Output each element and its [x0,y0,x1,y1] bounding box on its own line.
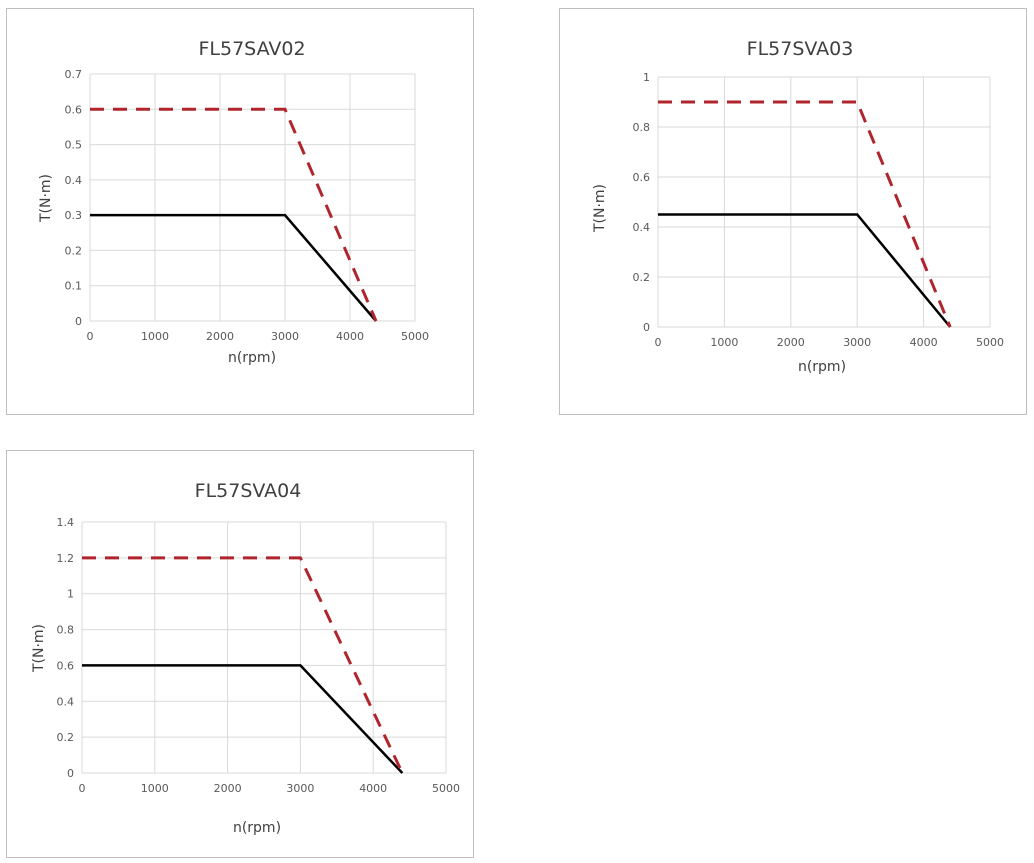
chart-3: 0 0.2 0.4 0.6 0.8 1 1.2 1.4 0 1000 2000 3000 4000 500… [31,480,460,836]
y-tick-label: 0.7 [65,68,83,81]
x-tick-label: 3000 [843,336,871,349]
series-line-solid-rated [658,213,952,328]
y-tick-label: 0.8 [633,121,651,134]
x-tick-label: 0 [79,782,86,795]
y-tick-label: 0 [67,767,74,780]
chart-title: FL57SVA04 [195,480,302,502]
y-axis-label: T(N·m) [31,624,47,673]
y-tick-label: 0.4 [65,174,83,187]
y-tick-label: 0.2 [633,271,651,284]
x-tick-label: 2000 [777,336,805,349]
x-axis-label: n(rpm) [233,820,281,836]
y-tick-label: 0 [643,321,650,334]
y-axis-label: T(N·m) [592,184,608,233]
y-axis-label: T(N·m) [38,174,54,223]
y-tick-label: 0.1 [65,280,83,293]
y-tick-label: 0.8 [57,624,75,637]
chart-title: FL57SAV02 [198,38,305,60]
y-tick-label: 0.4 [57,695,75,708]
x-tick-label: 5000 [401,330,429,343]
x-tick-label: 4000 [336,330,364,343]
x-tick-label: 2000 [214,782,242,795]
chart-title: FL57SVA03 [747,38,854,60]
y-tick-label: 0.2 [57,731,75,744]
chart-1: 0 0.1 0.2 0.3 0.4 0.5 0.6 0.7 0 1000 2000 3000 4000 5… [38,38,429,366]
x-tick-label: 3000 [271,330,299,343]
x-tick-label: 4000 [910,336,938,349]
series-line-solid-rated [90,213,377,322]
series-line-dashed-peak [82,556,404,774]
y-tick-label: 0.5 [65,139,83,152]
x-tick-label: 0 [655,336,662,349]
chart-frame-2 [559,8,1027,415]
y-tick-label: 1 [67,588,74,601]
x-tick-label: 4000 [359,782,387,795]
x-tick-label: 5000 [432,782,460,795]
chart-2: 0 0.2 0.4 0.6 0.8 1 0 1000 2000 3000 4000 5000 FL57S… [592,38,1004,375]
x-tick-label: 0 [87,330,94,343]
chart-frame-3 [6,450,474,858]
x-tick-label: 3000 [286,782,314,795]
y-tick-label: 0.6 [633,171,651,184]
y-tick-label: 0.6 [57,659,75,672]
y-tick-label: 0.6 [65,103,83,116]
x-tick-label: 1000 [710,336,738,349]
x-tick-label: 1000 [141,330,169,343]
x-tick-label: 2000 [206,330,234,343]
y-tick-label: 0 [75,315,82,328]
series-line-dashed-peak [90,107,378,322]
y-tick-label: 1.4 [57,516,75,529]
y-tick-label: 1.2 [57,552,75,565]
x-tick-label: 1000 [141,782,169,795]
x-axis-label: n(rpm) [798,359,846,375]
y-tick-label: 1 [643,71,650,84]
x-tick-label: 5000 [976,336,1004,349]
y-tick-label: 0.3 [65,209,83,222]
y-tick-label: 0.4 [633,221,651,234]
series-line-solid-rated [82,664,404,774]
chart-frame-1 [6,8,474,415]
x-axis-label: n(rpm) [228,350,276,366]
y-tick-label: 0.2 [65,244,83,257]
